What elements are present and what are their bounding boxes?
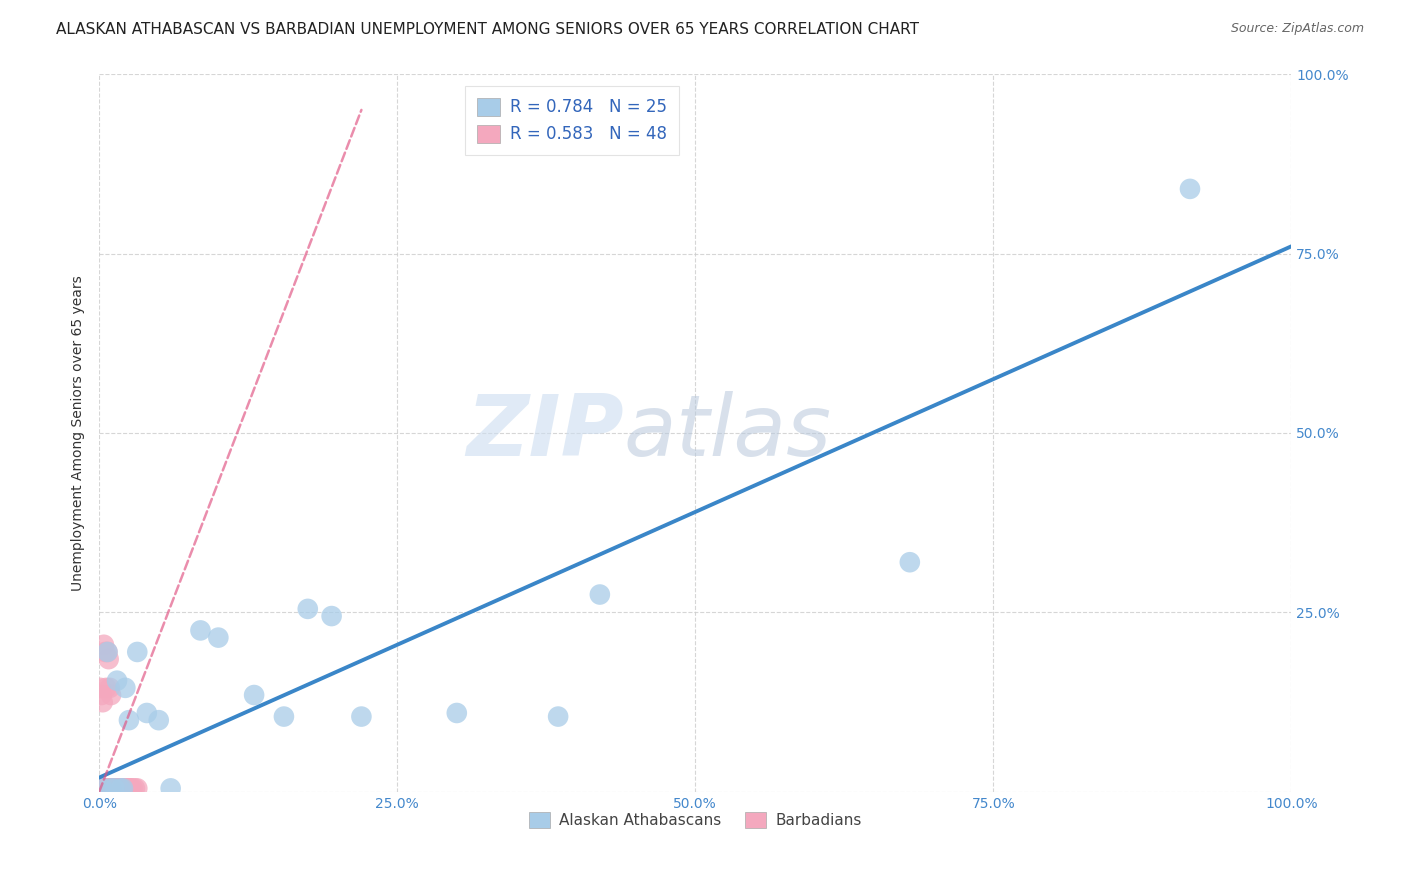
Point bbox=[190, 624, 212, 638]
Point bbox=[96, 781, 118, 796]
Point bbox=[118, 713, 141, 727]
Point bbox=[100, 688, 122, 702]
Point bbox=[105, 781, 128, 796]
Point bbox=[96, 645, 118, 659]
Point bbox=[96, 645, 118, 659]
Point bbox=[101, 781, 124, 796]
Point bbox=[97, 652, 120, 666]
Point bbox=[446, 706, 468, 720]
Point bbox=[243, 688, 266, 702]
Point bbox=[127, 781, 149, 796]
Point bbox=[104, 781, 127, 796]
Point bbox=[103, 781, 125, 796]
Point bbox=[1178, 182, 1201, 196]
Point bbox=[121, 781, 143, 796]
Point bbox=[114, 781, 136, 796]
Point bbox=[104, 781, 127, 796]
Point bbox=[111, 781, 134, 796]
Point bbox=[127, 645, 149, 659]
Point bbox=[110, 781, 132, 796]
Point bbox=[120, 781, 142, 796]
Point bbox=[107, 781, 129, 796]
Point bbox=[93, 638, 115, 652]
Point bbox=[350, 709, 373, 723]
Point bbox=[898, 555, 921, 569]
Point bbox=[91, 781, 114, 796]
Point bbox=[96, 681, 118, 695]
Point bbox=[101, 781, 124, 796]
Point bbox=[112, 781, 135, 796]
Point bbox=[273, 709, 295, 723]
Legend: Alaskan Athabascans, Barbadians: Alaskan Athabascans, Barbadians bbox=[523, 805, 868, 835]
Point bbox=[105, 673, 128, 688]
Point bbox=[90, 781, 112, 796]
Point bbox=[111, 781, 134, 796]
Text: ZIP: ZIP bbox=[465, 392, 624, 475]
Point bbox=[103, 781, 125, 796]
Point bbox=[98, 681, 121, 695]
Point bbox=[89, 781, 111, 796]
Point bbox=[93, 781, 115, 796]
Point bbox=[117, 781, 139, 796]
Point bbox=[97, 781, 120, 796]
Point bbox=[110, 781, 132, 796]
Point bbox=[111, 781, 134, 796]
Point bbox=[94, 645, 117, 659]
Point bbox=[91, 695, 114, 709]
Point bbox=[135, 706, 157, 720]
Point bbox=[321, 609, 343, 624]
Point bbox=[115, 781, 138, 796]
Point bbox=[117, 781, 139, 796]
Point bbox=[89, 681, 111, 695]
Point bbox=[104, 781, 127, 796]
Point bbox=[100, 781, 122, 796]
Point bbox=[96, 781, 118, 796]
Point bbox=[114, 781, 136, 796]
Point bbox=[91, 781, 114, 796]
Point bbox=[108, 781, 131, 796]
Point bbox=[114, 681, 136, 695]
Point bbox=[297, 602, 319, 616]
Y-axis label: Unemployment Among Seniors over 65 years: Unemployment Among Seniors over 65 years bbox=[72, 275, 86, 591]
Point bbox=[104, 781, 127, 796]
Point bbox=[100, 781, 122, 796]
Text: Source: ZipAtlas.com: Source: ZipAtlas.com bbox=[1230, 22, 1364, 36]
Point bbox=[589, 588, 612, 602]
Point bbox=[90, 688, 112, 702]
Point bbox=[159, 781, 181, 796]
Text: ALASKAN ATHABASCAN VS BARBADIAN UNEMPLOYMENT AMONG SENIORS OVER 65 YEARS CORRELA: ALASKAN ATHABASCAN VS BARBADIAN UNEMPLOY… bbox=[56, 22, 920, 37]
Text: atlas: atlas bbox=[624, 392, 832, 475]
Point bbox=[547, 709, 569, 723]
Point bbox=[148, 713, 170, 727]
Point bbox=[207, 631, 229, 645]
Point bbox=[94, 781, 117, 796]
Point bbox=[104, 781, 127, 796]
Point bbox=[98, 781, 121, 796]
Point bbox=[120, 781, 142, 796]
Point bbox=[118, 781, 141, 796]
Point bbox=[107, 781, 129, 796]
Point bbox=[124, 781, 146, 796]
Point bbox=[105, 781, 128, 796]
